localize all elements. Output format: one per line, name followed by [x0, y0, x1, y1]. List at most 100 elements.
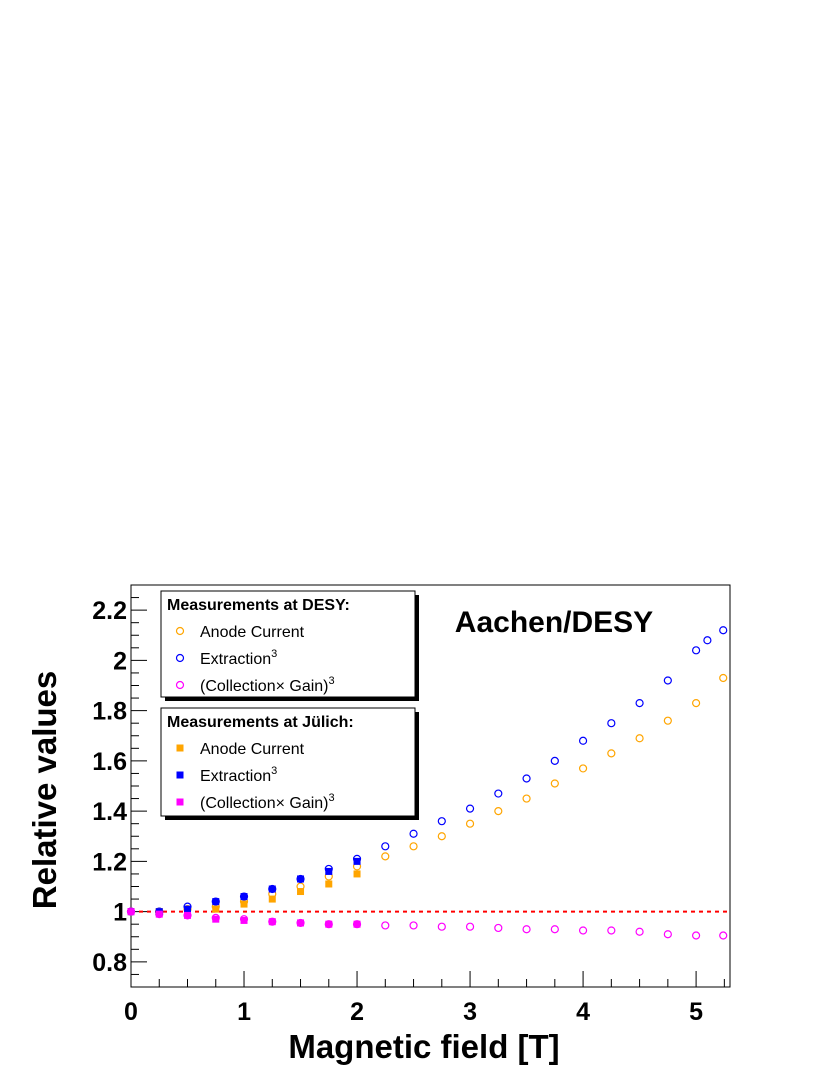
legend-box-1: Measurements at DESY: Anode Current Extrac…	[160, 590, 419, 701]
legend-label: Extraction3	[200, 648, 277, 668]
legend-label: (Collection× Gain)3	[200, 792, 335, 812]
legend-header: Measurements at Jülich:	[167, 714, 354, 731]
data-point	[297, 875, 305, 883]
data-point	[353, 870, 361, 878]
legend-superscript: 3	[271, 648, 277, 660]
y-axis-title: Relative values	[26, 671, 63, 909]
data-point	[719, 673, 728, 683]
data-point	[635, 698, 644, 708]
data-point	[297, 888, 305, 896]
data-point	[437, 832, 446, 841]
legend-label: (Collection× Gain)3	[200, 675, 335, 695]
x-tick-label: 3	[463, 998, 477, 1026]
x-tick-label: 2	[350, 998, 364, 1026]
data-point	[607, 719, 616, 728]
data-point	[719, 931, 728, 940]
data-point	[494, 807, 503, 816]
data-point	[550, 756, 559, 765]
data-point	[663, 716, 672, 725]
data-point	[437, 817, 446, 826]
data-point	[635, 927, 644, 936]
data-point	[381, 921, 390, 930]
data-point	[522, 925, 531, 934]
data-point	[381, 852, 390, 861]
y-tick-label: 1	[113, 899, 127, 927]
legend-marker	[176, 798, 184, 806]
data-point	[719, 626, 728, 635]
y-tick-label: 1.8	[92, 698, 127, 726]
legend-frame	[160, 590, 416, 698]
data-point	[522, 774, 531, 783]
series-6	[127, 908, 361, 928]
data-point	[240, 916, 248, 924]
data-point	[268, 885, 276, 893]
legend: Measurements at DESY: Anode Current Extrac…	[160, 590, 419, 820]
data-point	[494, 789, 503, 798]
x-tick-label: 5	[689, 998, 703, 1026]
legend-label: Extraction3	[200, 765, 277, 785]
series-layer	[126, 626, 728, 940]
data-point	[325, 867, 333, 875]
data-point	[212, 905, 220, 913]
y-tick-label: 2.2	[92, 597, 127, 625]
x-tick-label: 4	[576, 998, 590, 1026]
legend-header: Measurements at DESY:	[167, 597, 350, 614]
legend-superscript: 3	[271, 765, 277, 777]
data-point	[550, 779, 559, 788]
data-point	[607, 926, 616, 935]
x-axis: 0 1 2 3 4 5	[124, 971, 725, 1026]
data-point	[703, 636, 712, 645]
legend-marker	[176, 744, 184, 752]
data-point	[325, 920, 333, 928]
data-point	[465, 804, 475, 813]
data-point	[268, 918, 276, 926]
data-point	[409, 829, 418, 838]
y-tick-label: 1.6	[92, 748, 127, 776]
data-point	[127, 908, 135, 916]
data-point	[550, 925, 559, 934]
data-point	[268, 895, 276, 903]
data-point	[635, 734, 644, 743]
data-point	[691, 646, 701, 655]
legend-marker	[175, 653, 185, 663]
legend-box-2: Measurements at Jülich: Anode Current Extr…	[160, 707, 419, 820]
y-axis: 0.8 1 1.2 1.4 1.6 1.8 2 2.2	[92, 584, 147, 988]
data-point	[465, 819, 475, 828]
x-tick-label: 1	[237, 998, 251, 1026]
data-point	[522, 794, 531, 803]
data-point	[663, 676, 672, 685]
legend-frame	[160, 707, 416, 817]
data-point	[465, 922, 475, 931]
data-point	[607, 749, 616, 758]
legend-superscript: 3	[329, 792, 335, 804]
data-point	[578, 736, 588, 745]
data-point	[353, 857, 361, 865]
data-point	[578, 926, 588, 935]
data-point	[297, 919, 305, 927]
data-point	[155, 910, 163, 918]
legend-superscript: 3	[329, 675, 335, 687]
data-point	[494, 923, 503, 933]
data-point	[325, 880, 333, 888]
data-point	[240, 900, 248, 908]
x-axis-title: Magnetic field [T]	[288, 1028, 559, 1065]
legend-marker	[176, 771, 184, 779]
data-point	[212, 915, 220, 923]
data-point	[184, 905, 192, 913]
legend-marker	[175, 626, 185, 636]
legend-marker	[175, 680, 185, 690]
annotation-label: Aachen/DESY	[455, 606, 653, 639]
data-point	[691, 931, 701, 940]
data-point	[663, 930, 672, 939]
x-tick-label: 0	[124, 998, 138, 1026]
y-tick-label: 2	[113, 647, 127, 675]
data-point	[353, 920, 361, 928]
data-point	[437, 922, 446, 931]
legend-label: Anode Current	[200, 741, 305, 758]
data-point	[240, 893, 248, 901]
data-point	[409, 842, 418, 851]
data-point	[212, 898, 220, 906]
series-3	[126, 907, 728, 940]
data-point	[381, 842, 390, 851]
